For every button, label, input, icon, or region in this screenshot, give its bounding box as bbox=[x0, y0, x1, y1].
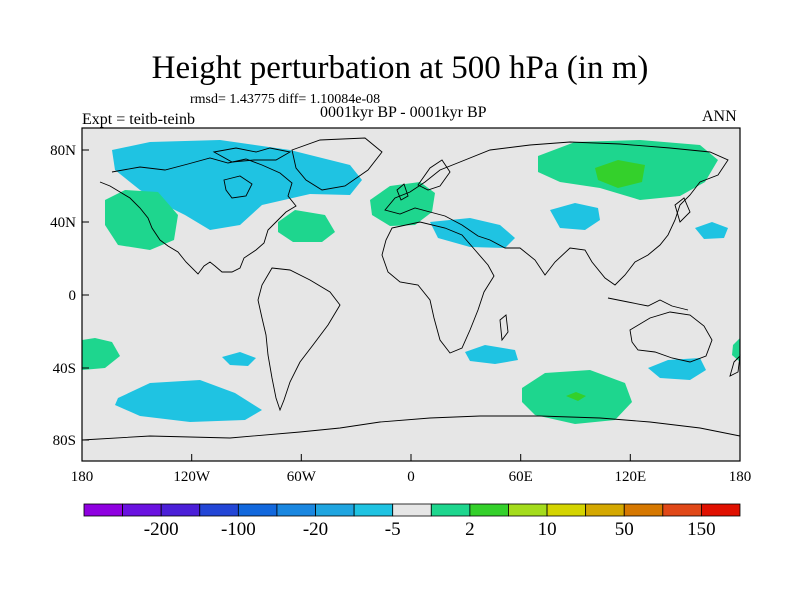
lat-tick-label: 80S bbox=[53, 433, 76, 449]
colorbar: -200 -100 -20 -5 2 10 50 150 bbox=[83, 503, 741, 540]
coast-greenland bbox=[291, 137, 383, 191]
colorbar-swatch bbox=[160, 503, 201, 517]
page-title: Height perturbation at 500 hPa (in m) bbox=[151, 50, 649, 86]
map-panel: 180 120W 60W 0 60E 120E 180 80N 40N 0 40… bbox=[50, 127, 752, 485]
coast-new-zealand bbox=[729, 354, 741, 377]
colorbar-boxes bbox=[83, 503, 741, 517]
coast-antarctica bbox=[81, 415, 741, 441]
period-label: 0001kyr BP - 0001kyr BP bbox=[320, 104, 487, 121]
contour-neg-pacific-east-asia bbox=[695, 222, 728, 239]
lat-tick-marks bbox=[82, 149, 89, 441]
colorbar-label: -5 bbox=[385, 519, 401, 540]
colorbar-swatch bbox=[585, 503, 625, 517]
lon-tick-label: 0 bbox=[407, 469, 415, 485]
lon-tick-label: 120W bbox=[173, 469, 211, 485]
coast-africa bbox=[381, 221, 495, 354]
lon-tick-label: 120E bbox=[614, 469, 646, 485]
lat-tick-label: 0 bbox=[69, 288, 77, 304]
contour-neg-south-pacific-small bbox=[222, 352, 256, 366]
colorbar-label: 10 bbox=[538, 519, 557, 540]
lat-tick-label: 40N bbox=[50, 215, 76, 231]
contour-neg-south-africa bbox=[465, 345, 518, 364]
colorbar-swatch bbox=[392, 503, 432, 517]
contour-pos-western-europe bbox=[370, 182, 435, 226]
coast-south-america bbox=[257, 267, 341, 412]
contour-pos-southeast-pacific bbox=[82, 338, 120, 370]
contour-pos-southern-indian-ocean-core bbox=[566, 392, 586, 401]
lat-tick-label: 40S bbox=[53, 361, 76, 377]
coast-hudson-bay bbox=[223, 175, 253, 199]
coast-arctic-islands bbox=[212, 147, 292, 163]
colorbar-swatch bbox=[623, 503, 664, 517]
colorbar-swatch bbox=[546, 503, 587, 517]
contour-neg-australia-south bbox=[648, 358, 706, 380]
lon-tick-labels: 180 120W 60W 0 60E 120E 180 bbox=[71, 469, 752, 485]
colorbar-label: -100 bbox=[221, 519, 256, 540]
contour-neg-north-america bbox=[112, 140, 362, 230]
lat-tick-labels: 80N 40N 0 40S 80S bbox=[50, 143, 76, 449]
coast-australia bbox=[629, 311, 713, 363]
colorbar-swatch bbox=[83, 503, 123, 517]
contour-pos-north-pacific bbox=[105, 190, 178, 250]
colorbar-swatch bbox=[122, 503, 162, 517]
lat-tick-label: 80N bbox=[50, 143, 76, 159]
season-label: ANN bbox=[702, 108, 737, 125]
colorbar-swatch bbox=[701, 503, 741, 517]
colorbar-swatch bbox=[508, 503, 548, 517]
colorbar-label: -200 bbox=[144, 519, 179, 540]
contour-pos-tasman-edge bbox=[732, 338, 740, 362]
contour-pos-siberia-core bbox=[595, 160, 645, 188]
contour-neg-mediterranean bbox=[430, 218, 515, 248]
colorbar-swatch bbox=[430, 503, 471, 517]
stats-label: rmsd= 1.43775 diff= 1.10084e-08 bbox=[190, 92, 381, 107]
coast-eurasia bbox=[384, 141, 729, 286]
contour-fills bbox=[82, 140, 740, 424]
coast-madagascar bbox=[499, 314, 509, 342]
colorbar-swatch bbox=[315, 503, 355, 517]
lon-tick-marks bbox=[81, 454, 741, 461]
colorbar-label: -20 bbox=[303, 519, 328, 540]
colorbar-swatch bbox=[662, 503, 702, 517]
lon-tick-label: 60W bbox=[287, 469, 317, 485]
colorbar-swatch bbox=[199, 503, 239, 517]
colorbar-label: 50 bbox=[615, 519, 634, 540]
contour-pos-north-atlantic bbox=[278, 210, 335, 242]
colorbar-label: 2 bbox=[465, 519, 475, 540]
lon-tick-label: 60E bbox=[509, 469, 533, 485]
contour-neg-south-pacific bbox=[115, 380, 262, 422]
colorbar-swatch bbox=[237, 503, 278, 517]
contour-neg-central-asia bbox=[550, 203, 600, 230]
coastlines bbox=[81, 137, 741, 441]
coast-north-america bbox=[99, 157, 297, 275]
colorbar-label: 150 bbox=[687, 519, 716, 540]
lon-tick-label: 180 bbox=[71, 469, 94, 485]
coast-scandinavia bbox=[417, 159, 451, 191]
coast-british-isles bbox=[396, 183, 409, 201]
experiment-label: Expt = teitb-teinb bbox=[82, 111, 195, 128]
colorbar-swatch bbox=[469, 503, 509, 517]
lon-tick-label: 180 bbox=[729, 469, 752, 485]
coast-indonesia bbox=[607, 297, 689, 311]
coast-japan bbox=[674, 197, 691, 223]
colorbar-labels: -200 -100 -20 -5 2 10 50 150 bbox=[144, 519, 716, 540]
colorbar-swatch bbox=[353, 503, 394, 517]
colorbar-swatch bbox=[276, 503, 316, 517]
